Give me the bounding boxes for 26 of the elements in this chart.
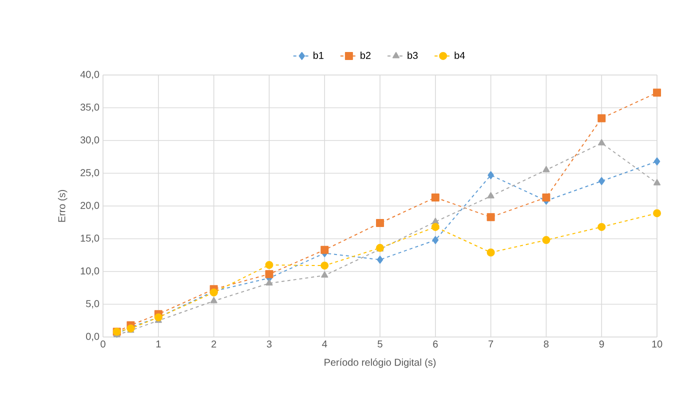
- x-tick-label: 6: [433, 340, 438, 348]
- x-tick-label: 3: [266, 340, 272, 348]
- x-tick-label: 5: [378, 340, 382, 348]
- legend-label: b1: [314, 52, 324, 59]
- x-tick-label: 9: [599, 340, 604, 348]
- y-tick-label: 30,0: [80, 136, 100, 145]
- x-tick-label: 10: [652, 340, 662, 348]
- y-tick-label: 0,0: [86, 332, 100, 342]
- x-tick-label: 0: [100, 340, 106, 348]
- y-tick-label: 5,0: [86, 300, 100, 308]
- x-tick-label: 7: [488, 340, 494, 348]
- y-tick-label: 35,0: [80, 104, 100, 112]
- y-tick-label: 10,0: [80, 267, 100, 276]
- y-tick-label: 20,0: [80, 202, 100, 210]
- y-axis-title: Erro (s): [58, 190, 68, 222]
- y-tick-label: 40,0: [80, 70, 100, 80]
- legend-label: b3: [408, 52, 418, 59]
- x-axis-title: Período relógio Digital (s): [324, 358, 436, 368]
- y-tick-label: 25,0: [80, 169, 100, 178]
- x-tick-label: 8: [544, 340, 549, 348]
- x-tick-label: 2: [212, 340, 216, 348]
- x-tick-label: 1: [156, 340, 161, 348]
- x-tick-label: 4: [322, 340, 328, 348]
- y-tick-label: 15,0: [80, 234, 100, 243]
- legend-label: b2: [360, 52, 371, 59]
- legend-label: b4: [454, 52, 465, 59]
